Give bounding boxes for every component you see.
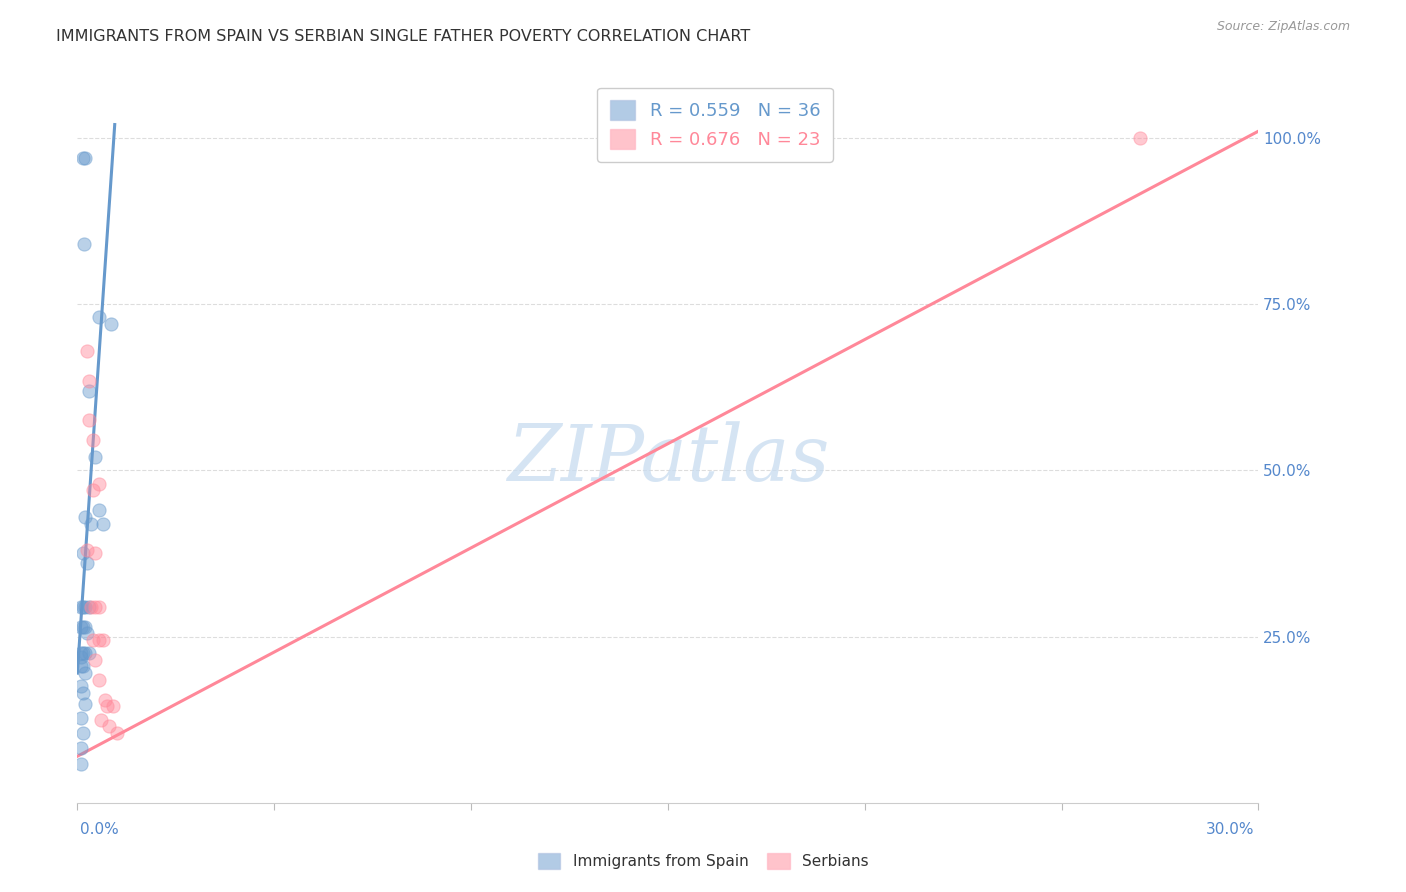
Point (75, 666, 97, 681)
Text: 30.0%: 30.0% (1206, 822, 1254, 837)
Point (87, 503, 110, 517)
Legend: R = 0.559   N = 36, R = 0.676   N = 23: R = 0.559 N = 36, R = 0.676 N = 23 (598, 87, 832, 161)
Point (82, 434, 104, 448)
Point (76, 557, 98, 571)
Point (70, 619, 93, 633)
Text: Source: ZipAtlas.com: Source: ZipAtlas.com (1216, 20, 1350, 33)
Point (87, 673, 110, 687)
Point (70, 659, 93, 673)
Point (72, 726, 94, 740)
Point (77, 599, 100, 614)
Point (72, 619, 94, 633)
Point (70, 649, 93, 664)
Point (72, 599, 94, 614)
Point (82, 483, 104, 498)
Point (101, 699, 124, 714)
Point (84, 546, 107, 560)
Point (97, 719, 120, 733)
Point (70, 599, 93, 614)
Point (70, 646, 93, 660)
Point (75, 646, 97, 660)
Point (84, 450, 107, 464)
Point (84, 599, 107, 614)
Point (91, 632, 114, 647)
Point (72, 151, 94, 165)
Point (75, 509, 97, 524)
Point (77, 374, 100, 388)
Legend: Immigrants from Spain, Serbians: Immigrants from Spain, Serbians (531, 847, 875, 875)
Text: 0.0%: 0.0% (80, 822, 120, 837)
Point (76, 343, 98, 358)
Point (94, 692, 117, 706)
Point (82, 632, 104, 647)
Point (87, 599, 110, 614)
Point (72, 686, 94, 700)
Point (75, 698, 97, 712)
Point (77, 646, 100, 660)
Point (76, 626, 98, 640)
Point (72, 546, 94, 560)
Point (70, 741, 93, 756)
Point (73, 237, 96, 252)
Text: ZIPatlas: ZIPatlas (506, 421, 830, 497)
Point (87, 632, 110, 647)
Point (75, 599, 97, 614)
Point (72, 659, 94, 673)
Point (100, 317, 122, 331)
Point (80, 599, 103, 614)
Point (105, 726, 128, 740)
Point (77, 384, 100, 398)
Point (70, 711, 93, 725)
Point (70, 680, 93, 694)
Point (75, 619, 97, 633)
Point (76, 543, 98, 558)
Point (70, 757, 93, 772)
Point (84, 653, 107, 667)
Point (87, 310, 110, 325)
Point (91, 516, 114, 531)
Point (77, 413, 100, 427)
Point (1129, 131, 1152, 145)
Point (80, 516, 103, 531)
Point (96, 699, 118, 714)
Point (90, 713, 112, 727)
Point (87, 476, 110, 491)
Point (72, 646, 94, 660)
Point (75, 151, 97, 165)
Text: IMMIGRANTS FROM SPAIN VS SERBIAN SINGLE FATHER POVERTY CORRELATION CHART: IMMIGRANTS FROM SPAIN VS SERBIAN SINGLE … (56, 29, 751, 44)
